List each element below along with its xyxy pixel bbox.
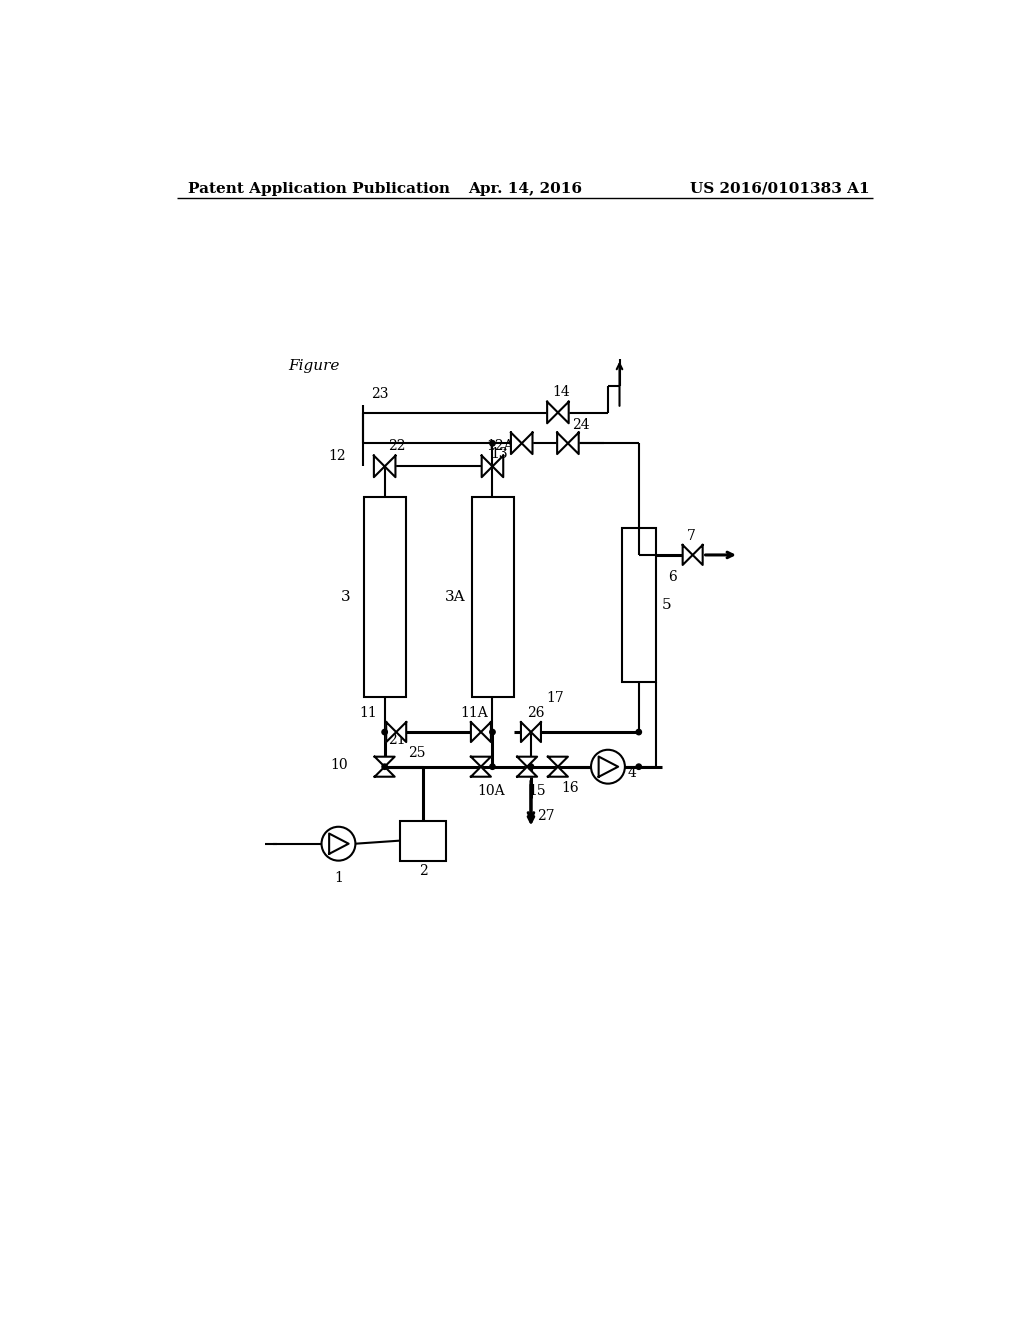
Polygon shape [386,722,396,742]
Polygon shape [521,433,532,454]
Polygon shape [374,455,385,478]
Circle shape [489,730,496,735]
Text: 24: 24 [572,417,590,432]
Polygon shape [599,756,618,777]
Text: 4: 4 [628,766,637,780]
Text: 17: 17 [547,692,564,705]
Text: 22: 22 [388,438,406,453]
Text: 1: 1 [334,871,343,886]
Polygon shape [471,722,481,742]
Bar [472,498,514,697]
Text: 7: 7 [686,528,695,543]
Polygon shape [683,545,692,565]
Text: 14: 14 [553,384,570,399]
Polygon shape [517,767,538,776]
Text: 27: 27 [538,809,555,824]
Text: Patent Application Publication: Patent Application Publication [188,182,451,195]
Text: 3A: 3A [444,590,466,605]
Text: 5: 5 [662,598,672,612]
Circle shape [489,764,496,770]
Text: 21: 21 [388,734,407,747]
Polygon shape [548,767,568,776]
Circle shape [636,730,641,735]
Polygon shape [531,722,541,742]
Bar [400,821,446,861]
Text: Apr. 14, 2016: Apr. 14, 2016 [468,182,582,195]
Text: 23: 23 [371,387,388,401]
Text: 3: 3 [340,590,350,605]
Circle shape [382,730,387,735]
Text: 12: 12 [329,449,346,462]
Text: US 2016/0101383 A1: US 2016/0101383 A1 [690,182,869,195]
Polygon shape [471,756,490,767]
Text: 11: 11 [359,706,377,719]
Polygon shape [375,756,394,767]
Circle shape [322,826,355,861]
Circle shape [528,764,534,770]
Polygon shape [385,455,395,478]
Polygon shape [511,433,521,454]
Polygon shape [396,722,407,742]
Text: 12A: 12A [486,438,514,453]
Circle shape [382,764,387,770]
Circle shape [489,441,496,446]
Text: 10: 10 [330,758,348,772]
Text: 11A: 11A [460,706,487,719]
Text: 26: 26 [527,706,545,719]
Polygon shape [568,433,579,454]
Polygon shape [692,545,702,565]
Circle shape [591,750,625,784]
Polygon shape [557,433,568,454]
Polygon shape [547,401,558,424]
Polygon shape [329,833,348,854]
Text: Figure: Figure [289,359,340,372]
Polygon shape [481,722,490,742]
Text: 16: 16 [562,780,580,795]
Polygon shape [548,756,568,767]
Bar [622,528,656,682]
Text: 10A: 10A [477,784,505,797]
Polygon shape [481,455,493,478]
Text: 2: 2 [419,865,428,879]
Circle shape [636,764,641,770]
Polygon shape [375,767,394,776]
Polygon shape [558,401,568,424]
Text: 25: 25 [408,746,425,760]
Polygon shape [493,455,503,478]
Text: 6: 6 [668,570,677,585]
Text: 15: 15 [528,784,546,797]
Polygon shape [471,767,490,776]
Text: 13: 13 [490,447,508,461]
Bar [364,498,407,697]
Polygon shape [521,722,531,742]
Polygon shape [517,756,538,767]
